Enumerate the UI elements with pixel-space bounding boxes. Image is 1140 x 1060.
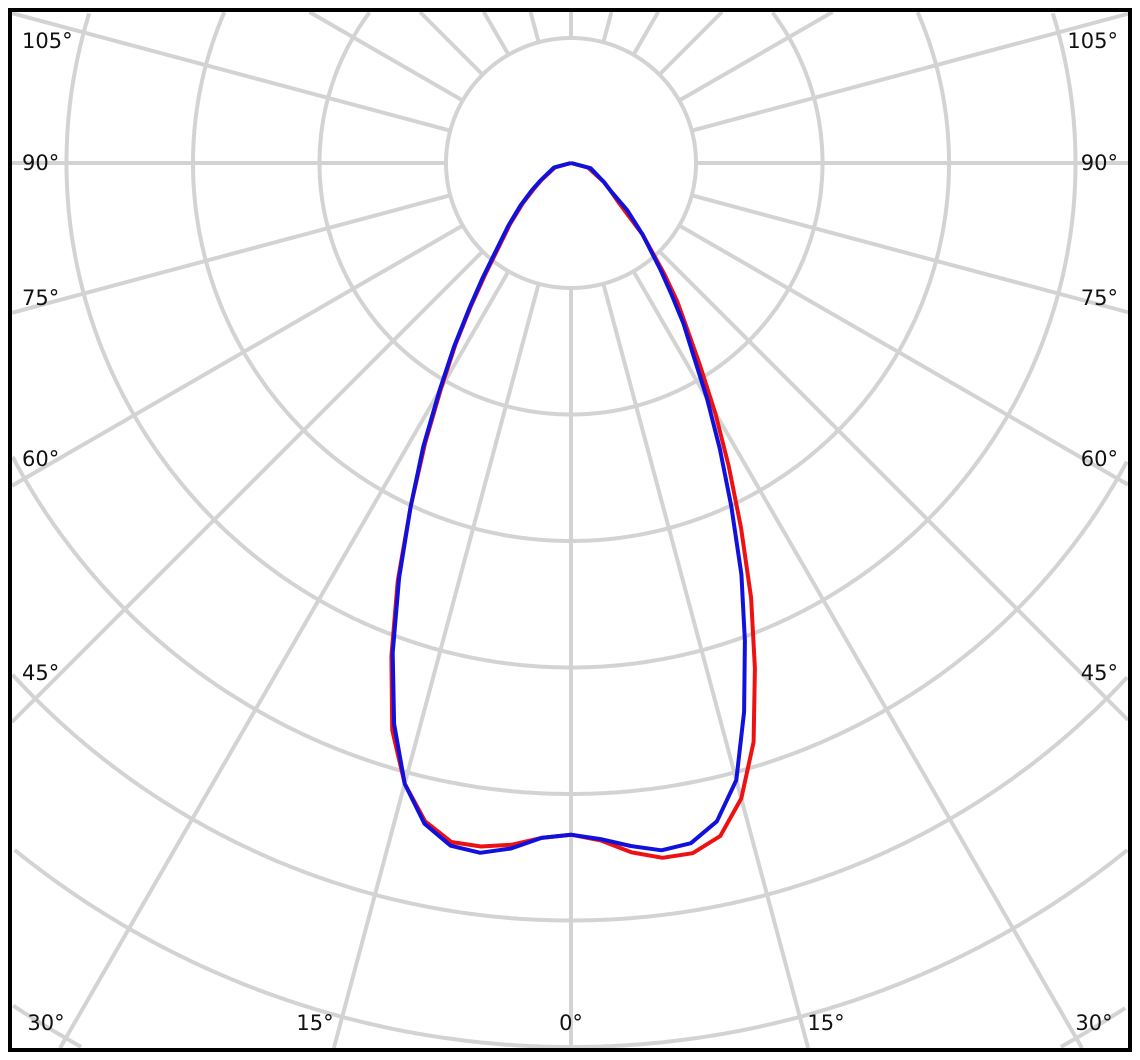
grid-ring [13,848,1129,1049]
grid-ring [11,673,1129,923]
grid-spoke [482,10,511,56]
grid-spoke [631,270,1084,1049]
grid-spoke [657,10,724,77]
bottom-label-0: 0° [559,1011,583,1035]
grid-spoke [678,10,834,103]
grid-spoke [11,223,464,488]
bottom-label-30-left: 30° [27,1011,64,1035]
bottom-label-15-left: 15° [296,1011,333,1035]
left-label-45: 45° [22,661,59,685]
left-label-75: 75° [22,286,59,310]
series-1-curve [389,161,757,860]
grid-spoke [601,283,811,1049]
grid-spoke [657,249,1130,722]
grid-ring [317,11,825,417]
grid-spoke [678,223,1130,487]
left-label-105: 105° [22,29,73,53]
bottom-label-30-right: 30° [1075,1011,1112,1035]
chart-frame [8,8,1132,1052]
grid-spoke [601,11,614,43]
bottom-label-15-right: 15° [807,1011,844,1035]
polar-grid [10,10,1130,1049]
grid-spoke [631,11,660,56]
grid-spoke [11,193,451,315]
right-label-45: 45° [1081,661,1118,685]
grid-spoke [528,11,541,43]
grid-ring [191,11,951,543]
right-label-60: 60° [1081,447,1118,471]
grid-spoke [418,10,485,77]
grid-spoke [691,11,1129,133]
grid-spoke [58,270,511,1049]
right-label-105: 105° [1067,29,1118,53]
grid-spoke [11,11,451,133]
series-2-curve [390,161,747,855]
left-label-60: 60° [22,447,59,471]
right-label-75: 75° [1081,286,1118,310]
right-label-90: 90° [1081,151,1118,175]
grid-spoke [308,10,464,103]
grid-ring [12,1003,1127,1049]
angle-labels: 105° 90° 75° 60° 45° 105° 90° 75° 60° 45… [22,29,1118,1035]
grid-spoke [331,283,541,1049]
grid-spoke [10,249,485,724]
left-label-90: 90° [22,151,59,175]
curves [389,161,757,860]
grid-spoke [691,193,1129,315]
grid-ring [64,12,1078,670]
grid-ring [10,455,1129,796]
